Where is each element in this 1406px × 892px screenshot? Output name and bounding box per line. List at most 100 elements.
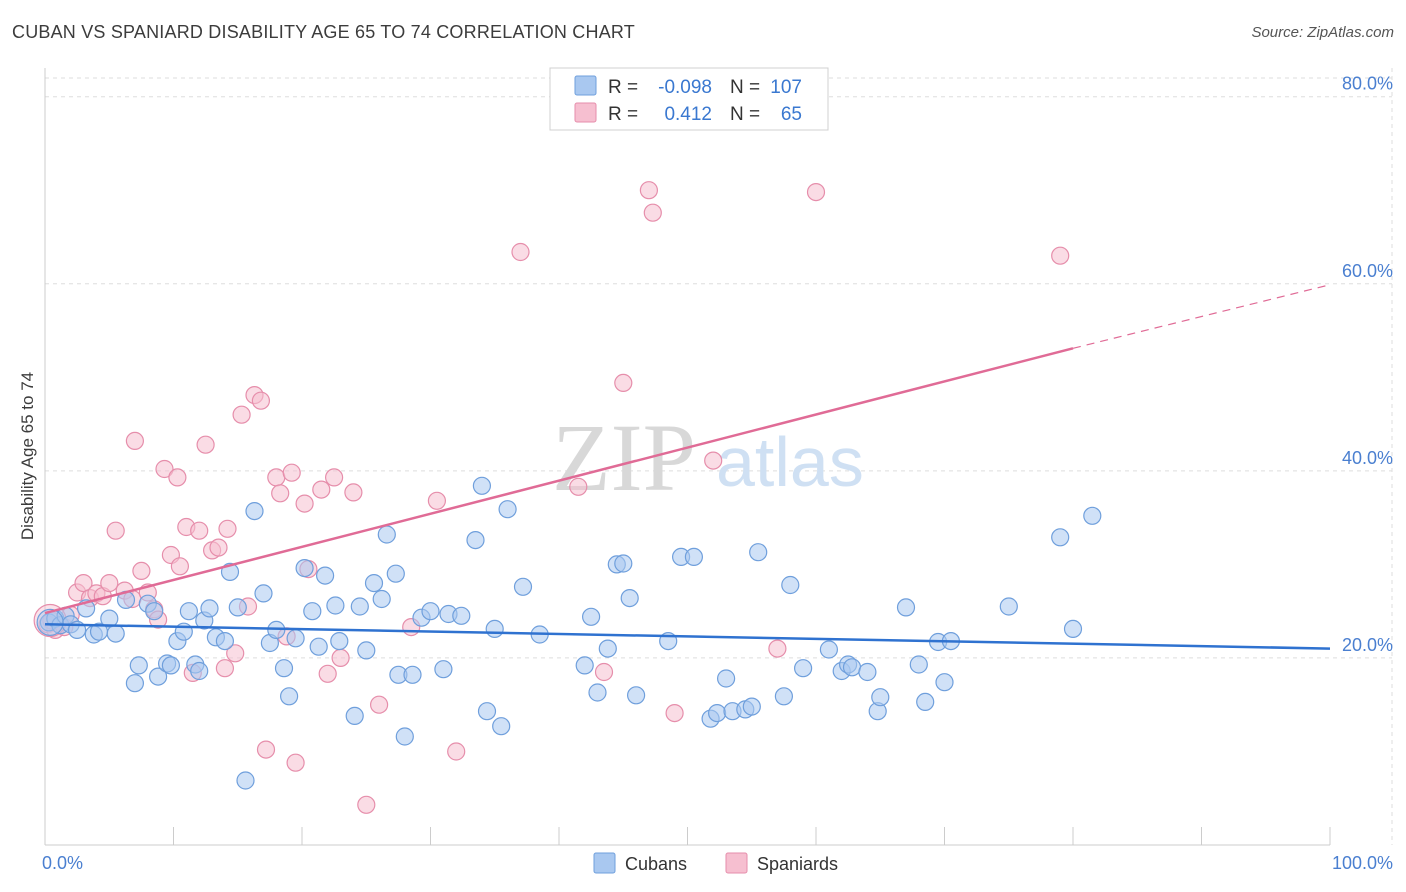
cuban-point <box>280 687 299 706</box>
cuban-point <box>316 566 335 585</box>
cuban-point <box>774 687 794 706</box>
cuban-point <box>245 502 264 521</box>
legend-swatch-cubans <box>593 852 616 874</box>
spaniard-point <box>271 484 290 503</box>
spaniard-point <box>344 483 363 502</box>
cuban-point <box>254 584 273 603</box>
spaniard-point <box>215 659 234 678</box>
spaniard-point <box>190 521 209 540</box>
spaniard-point <box>282 463 301 482</box>
y-tick-label: 60.0% <box>1342 261 1393 281</box>
spaniards-legend-swatch <box>574 102 597 123</box>
x-tick-label-max: 100.0% <box>1332 853 1393 873</box>
cuban-point <box>871 688 890 707</box>
spaniard-point <box>106 521 125 540</box>
cubans-legend-swatch <box>574 75 597 96</box>
spaniard-point <box>125 431 144 450</box>
cuban-point <box>588 683 607 702</box>
cuban-point <box>274 659 294 678</box>
spaniard-point <box>232 405 251 424</box>
spaniard-point <box>569 477 588 496</box>
spaniard-point <box>643 203 662 222</box>
watermark-zip: ZIP <box>552 404 696 511</box>
cuban-point <box>377 525 396 544</box>
cuban-point <box>286 629 305 648</box>
cuban-point <box>684 547 704 567</box>
y-tick-label: 80.0% <box>1342 74 1393 94</box>
spaniard-point <box>295 494 314 513</box>
cuban-point <box>345 706 364 726</box>
spaniard-point <box>447 742 466 761</box>
spaniard-point <box>256 740 276 759</box>
spaniard-point <box>325 468 344 487</box>
cuban-point <box>707 703 727 723</box>
cuban-point <box>125 674 144 693</box>
legend-r-value-cubans: -0.098 <box>658 77 712 98</box>
cuban-point <box>749 543 768 562</box>
cuban-point <box>395 727 414 746</box>
spaniards-points <box>33 181 1070 814</box>
spaniard-point <box>370 695 389 714</box>
cuban-point <box>477 702 497 721</box>
cuban-point <box>421 602 440 621</box>
spaniard-point <box>665 703 684 723</box>
cuban-point <box>145 602 164 621</box>
cuban-point <box>896 598 916 617</box>
cuban-point <box>909 655 928 674</box>
cuban-point <box>1051 528 1070 547</box>
spaniard-point <box>704 451 723 470</box>
spaniard-point <box>768 639 787 658</box>
spaniard-point <box>594 662 614 682</box>
grid-layer <box>45 68 1393 845</box>
legend-r-label-cubans: R = <box>608 77 638 98</box>
cuban-point <box>466 530 485 550</box>
y-tick-label: 40.0% <box>1342 448 1393 468</box>
cuban-point <box>781 575 800 595</box>
cuban-cluster-point <box>36 608 64 636</box>
cuban-point <box>858 662 877 682</box>
spaniard-point <box>100 573 119 593</box>
spaniard-point <box>209 538 228 557</box>
spaniard-point <box>639 181 659 200</box>
spaniard-point <box>170 557 189 576</box>
cuban-point <box>303 602 322 621</box>
cuban-point <box>842 658 862 677</box>
legend-label-cubans: Cubans <box>625 854 687 874</box>
cuban-point <box>472 476 491 495</box>
cuban-point <box>916 692 935 712</box>
spaniard-point <box>614 373 633 392</box>
watermark-atlas: atlas <box>716 423 864 501</box>
cuban-point <box>129 656 148 675</box>
cuban-point <box>403 665 422 684</box>
cuban-point <box>350 597 369 616</box>
spaniard-point <box>331 648 350 668</box>
series-legend: Cubans Spaniards <box>593 852 838 874</box>
cuban-point <box>372 589 391 609</box>
cuban-point <box>330 631 349 651</box>
legend-r-label-spaniards: R = <box>608 104 638 125</box>
spaniard-point <box>267 468 286 487</box>
correlation-legend: R = -0.098 N = 107 R = 0.412 N = 65 <box>549 67 829 131</box>
spaniards-trend-extension <box>1072 284 1331 349</box>
cuban-point <box>386 564 405 583</box>
y-axis-label: Disability Age 65 to 74 <box>18 372 37 540</box>
spaniard-point <box>218 519 237 538</box>
spaniards-trend-line <box>44 347 1074 615</box>
source-credit: Source: ZipAtlas.com <box>1251 24 1394 41</box>
cuban-point <box>228 598 247 617</box>
cuban-point <box>620 588 639 608</box>
spaniard-point <box>155 459 174 479</box>
cuban-point <box>100 609 119 628</box>
cuban-point <box>492 717 511 736</box>
cuban-point <box>236 771 255 790</box>
spaniard-point <box>132 561 151 581</box>
cuban-point <box>626 686 646 705</box>
cuban-point <box>1083 506 1102 525</box>
spaniard-point <box>286 753 305 772</box>
spaniard-point <box>427 491 446 510</box>
x-tick-label-min: 0.0% <box>42 853 83 873</box>
cuban-point <box>295 558 314 578</box>
cuban-point <box>357 641 376 660</box>
cuban-point <box>190 661 209 681</box>
